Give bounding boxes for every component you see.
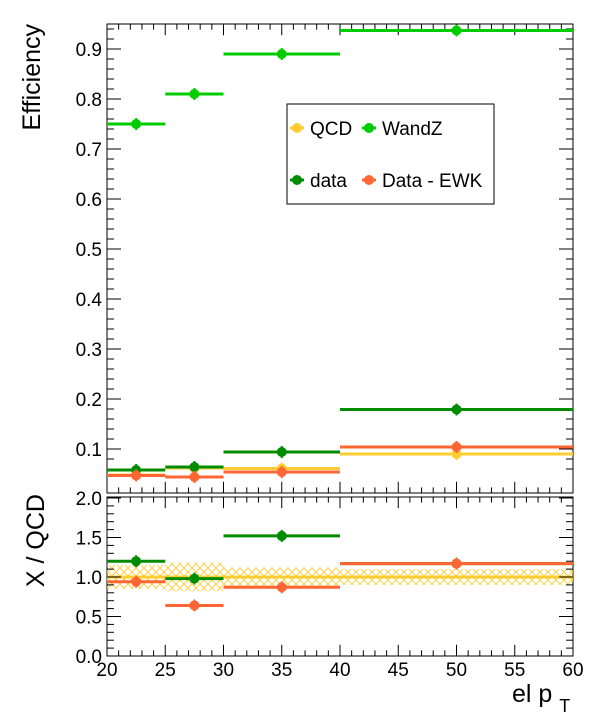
- ratio-data-ewk-point-3: [451, 558, 462, 569]
- legend-marker-data-ewk: [364, 175, 374, 185]
- eff-y-tick-label-0-3: 0.3: [76, 340, 102, 361]
- legend-marker-data: [292, 175, 302, 185]
- ratio-axis-label: X / QCD: [22, 494, 50, 587]
- x-tick-label-45: 45: [388, 660, 409, 681]
- x-tick-label-30: 30: [213, 660, 234, 681]
- eff-series-wandz: [107, 24, 573, 130]
- eff-y-tick-label-0-1: 0.1: [76, 440, 102, 461]
- legend-entry-wandz: WandZ: [362, 119, 443, 140]
- ratio-panel: 0.0 0.5 1.0 1.5 2.0 20 25 30 35 40 45 50 55 60: [76, 489, 584, 681]
- eff-data-ewk-point-0: [131, 470, 142, 481]
- eff-y-tick-label-0-2: 0.2: [76, 390, 102, 411]
- x-tick-label-40: 40: [329, 660, 350, 681]
- ratio-data-point-0: [131, 556, 142, 567]
- ratio-y-tick-label-1-5: 1.5: [76, 529, 102, 550]
- ratio-data-ewk-point-0: [131, 576, 142, 587]
- ratio-data-ewk-point-2: [276, 582, 287, 593]
- eff-y-tick-label-0-4: 0.4: [76, 290, 103, 311]
- x-tick-label-20: 20: [96, 660, 117, 681]
- eff-wandz-point-1: [189, 89, 200, 99]
- eff-y-tick-label-0-6: 0.6: [76, 190, 102, 211]
- efficiency-axis-label: Efficiency: [18, 24, 46, 131]
- eff-data-point-1: [189, 462, 200, 472]
- eff-wandz-point-0: [131, 119, 142, 129]
- ratio-y-tick-label-0-5: 0.5: [76, 608, 102, 629]
- x-tick-label-50: 50: [446, 660, 467, 681]
- eff-data-point-2: [276, 447, 287, 457]
- eff-series-data-ewk: [107, 441, 573, 483]
- eff-data-ewk-point-1: [189, 472, 200, 482]
- ratio-series-data-ewk: [107, 557, 573, 612]
- eff-data-ewk-point-3: [451, 442, 462, 452]
- ratio-data-ewk-point-1: [189, 600, 200, 611]
- x-axis-label-subscript: T: [559, 696, 570, 716]
- ratio-data-point-2: [276, 530, 287, 541]
- eff-y-tick-label-0-8: 0.8: [76, 90, 102, 111]
- legend-box: [286, 103, 495, 205]
- legend: QCD WandZ data Data - EWK: [286, 103, 495, 205]
- x-axis-label-main: el p: [512, 680, 552, 708]
- eff-wandz-point-3: [451, 25, 462, 36]
- eff-y-tick-label-0-9: 0.9: [76, 40, 102, 61]
- legend-entry-data-ewk: Data - EWK: [362, 171, 483, 192]
- eff-wandz-point-2: [276, 49, 287, 59]
- ratio-data-point-1: [189, 573, 200, 584]
- x-tick-label-25: 25: [155, 660, 176, 681]
- x-tick-label-60: 60: [562, 660, 583, 681]
- efficiency-panel: 0.1 0.2 0.3 0.4 0.5 0.6 0.7 0.8 0.9: [76, 23, 574, 494]
- eff-y-tick-label-0-7: 0.7: [76, 140, 102, 161]
- eff-data-ewk-point-2: [276, 467, 287, 477]
- legend-label-wandz: WandZ: [382, 119, 443, 140]
- ratio-y-tick-label-0-0: 0.0: [76, 647, 102, 668]
- legend-entry-data: data: [290, 171, 347, 192]
- legend-label-data: data: [310, 171, 347, 192]
- legend-marker-qcd: [292, 123, 302, 133]
- legend-label-qcd: QCD: [310, 119, 352, 140]
- eff-y-tick-label-0-5: 0.5: [76, 240, 102, 261]
- x-tick-label-35: 35: [271, 660, 292, 681]
- ratio-y-tick-label-2-0: 2.0: [76, 489, 102, 510]
- eff-qcd-point-3: [451, 449, 462, 459]
- legend-label-data-ewk: Data - EWK: [382, 171, 483, 192]
- legend-marker-wandz: [364, 123, 374, 133]
- ratio-y-tick-label-1-0: 1.0: [76, 568, 102, 589]
- x-tick-label-55: 55: [504, 660, 525, 681]
- x-axis-label: el p T: [512, 680, 570, 716]
- eff-series-data: [107, 403, 573, 476]
- eff-data-point-3: [451, 404, 462, 415]
- legend-entry-qcd: QCD: [290, 119, 352, 140]
